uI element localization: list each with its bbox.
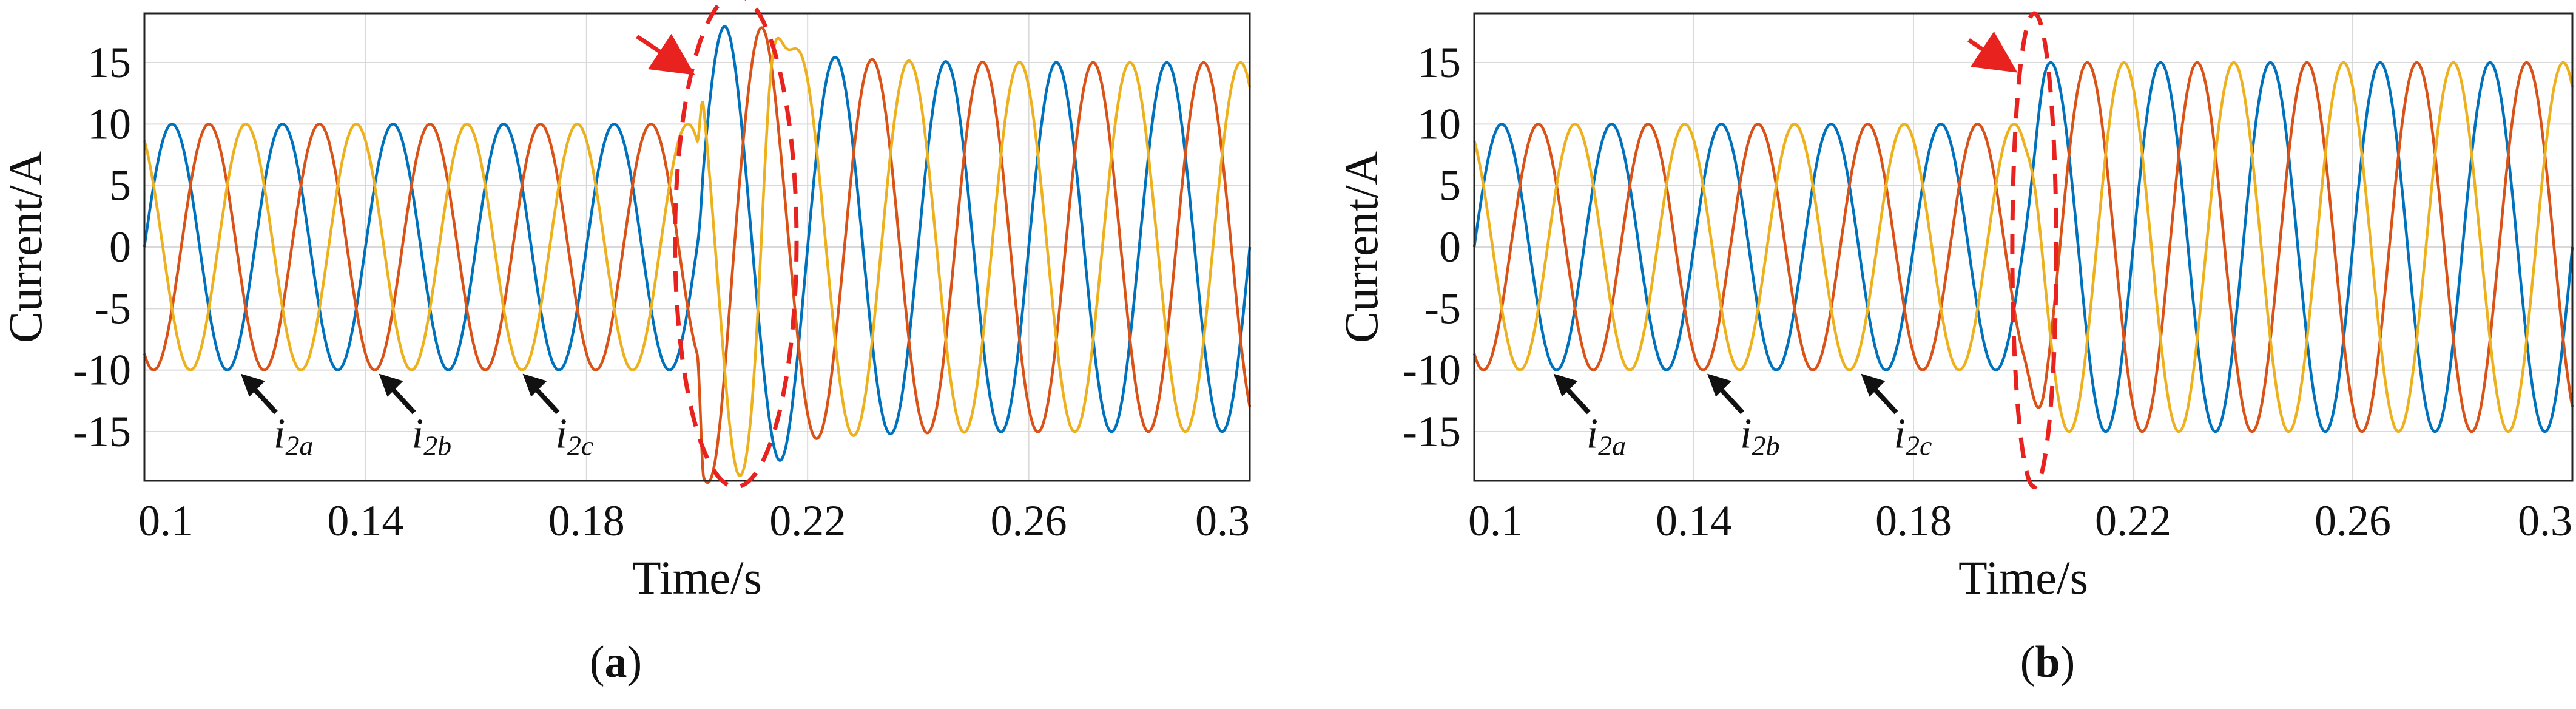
annotation-label-sub: 2b (423, 430, 451, 461)
annotation-label-main: i (412, 411, 423, 458)
series-line-i2b (1472, 61, 2574, 433)
annotation-2b: i2b (379, 373, 451, 461)
annotation-arrow-head (379, 373, 403, 397)
panel-caption: (a) (590, 637, 642, 687)
series-line-i2c (143, 36, 1252, 477)
annotation-label: i2c (1894, 411, 1932, 461)
x-tick-label: 0.26 (2315, 497, 2391, 545)
x-tick-label: 0.26 (991, 497, 1067, 545)
y-tick-label: -15 (73, 407, 131, 456)
x-tick-label: 0.22 (769, 497, 846, 545)
annotation-label-sub: 2a (285, 430, 313, 461)
series-group (1472, 61, 2574, 433)
y-tick-label: 5 (1439, 161, 1461, 210)
y-tick-label: 15 (1417, 38, 1461, 87)
caption-letter: a (605, 637, 627, 687)
plot-frame (1473, 12, 2574, 482)
chart-panel-a: -15 -10 -5 0 5 10 15 0.1 0.14 0.18 0.22 0.26 0.3 Cu… (0, 0, 1252, 687)
annotation-2b: i2b (1707, 373, 1780, 461)
x-tick-label: 0.14 (327, 497, 403, 545)
y-tick-label: 0 (1439, 223, 1461, 271)
y-tick-label: 15 (87, 38, 131, 87)
x-tick-labels: 0.1 0.14 0.18 0.22 0.26 0.3 (1468, 497, 2572, 545)
annotation-arrow-head (522, 373, 547, 397)
x-tick-label: 0.3 (2518, 497, 2572, 545)
annotation-2c: i2c (522, 373, 593, 461)
x-tick-label: 0.1 (138, 497, 193, 545)
y-tick-label: -5 (95, 284, 131, 333)
x-tick-label: 0.14 (1656, 497, 1732, 545)
y-tick-label: -10 (73, 346, 131, 395)
annotation-arrow-head (1861, 373, 1886, 397)
series-line-i2c (1472, 61, 2574, 433)
annotation-label-main: i (1894, 411, 1906, 458)
annotation-label-main: i (274, 411, 285, 458)
series-group (143, 25, 1252, 484)
annotation-arrow-head (1707, 373, 1732, 397)
y-axis-label: Current/A (0, 151, 52, 343)
x-tick-labels: 0.1 0.14 0.18 0.22 0.26 0.3 (138, 497, 1250, 545)
annotation-arrow-head (240, 373, 265, 397)
highlight-ellipse (673, 0, 799, 489)
annotation-label: i2c (555, 411, 593, 461)
annotation-label: i2a (274, 411, 313, 461)
annotation-arrow-head (1553, 373, 1578, 397)
red-arrow (1967, 31, 2018, 73)
annotation-label-sub: 2a (1598, 430, 1626, 461)
caption-letter: b (2035, 637, 2060, 687)
y-tick-label: -15 (1403, 407, 1461, 456)
x-tick-label: 0.3 (1195, 497, 1250, 545)
chart-panel-b: -15 -10 -5 0 5 10 15 0.1 0.14 0.18 0.22 0.26 0.3 Cu… (1335, 11, 2574, 687)
x-axis-label: Time/s (632, 551, 762, 604)
annotation-label: i2a (1586, 411, 1626, 461)
y-tick-label: 10 (87, 100, 131, 148)
annotation-label-sub: 2c (567, 430, 593, 461)
x-tick-label: 0.1 (1468, 497, 1523, 545)
annotation-label-sub: 2b (1752, 430, 1780, 461)
plot-frame (143, 12, 1251, 482)
y-tick-labels: -15 -10 -5 0 5 10 15 (73, 38, 131, 456)
x-tick-label: 0.18 (1875, 497, 1952, 545)
series-line-i2a (143, 25, 1252, 462)
annotation-label-main: i (555, 411, 567, 458)
red-arrow (636, 33, 695, 75)
y-tick-label: 0 (109, 223, 131, 271)
series-line-i2a (1472, 61, 2574, 433)
y-axis-label: Current/A (1335, 151, 1387, 343)
x-tick-label: 0.22 (2095, 497, 2171, 545)
panel-caption: (b) (2020, 637, 2075, 687)
x-tick-label: 0.18 (548, 497, 625, 545)
annotation-label-main: i (1586, 411, 1598, 458)
y-tick-label: 10 (1417, 100, 1461, 148)
annotation-label-sub: 2c (1906, 430, 1932, 461)
annotation-2a: i2a (240, 373, 313, 461)
y-tick-labels: -15 -10 -5 0 5 10 15 (1403, 38, 1461, 456)
highlight-ellipse (2010, 11, 2058, 489)
series-annotations: i2a i2b i2c (1553, 373, 1932, 461)
y-tick-label: 5 (109, 161, 131, 210)
y-tick-label: -10 (1403, 346, 1461, 395)
annotation-2a: i2a (1553, 373, 1626, 461)
x-axis-label: Time/s (1958, 551, 2088, 604)
annotation-label: i2b (1740, 411, 1779, 461)
series-line-i2b (143, 26, 1252, 484)
annotation-label: i2b (412, 411, 451, 461)
annotation-label-main: i (1740, 411, 1752, 458)
series-annotations: i2a i2b i2c (240, 373, 593, 461)
annotation-2c: i2c (1861, 373, 1932, 461)
y-tick-label: -5 (1425, 284, 1461, 333)
